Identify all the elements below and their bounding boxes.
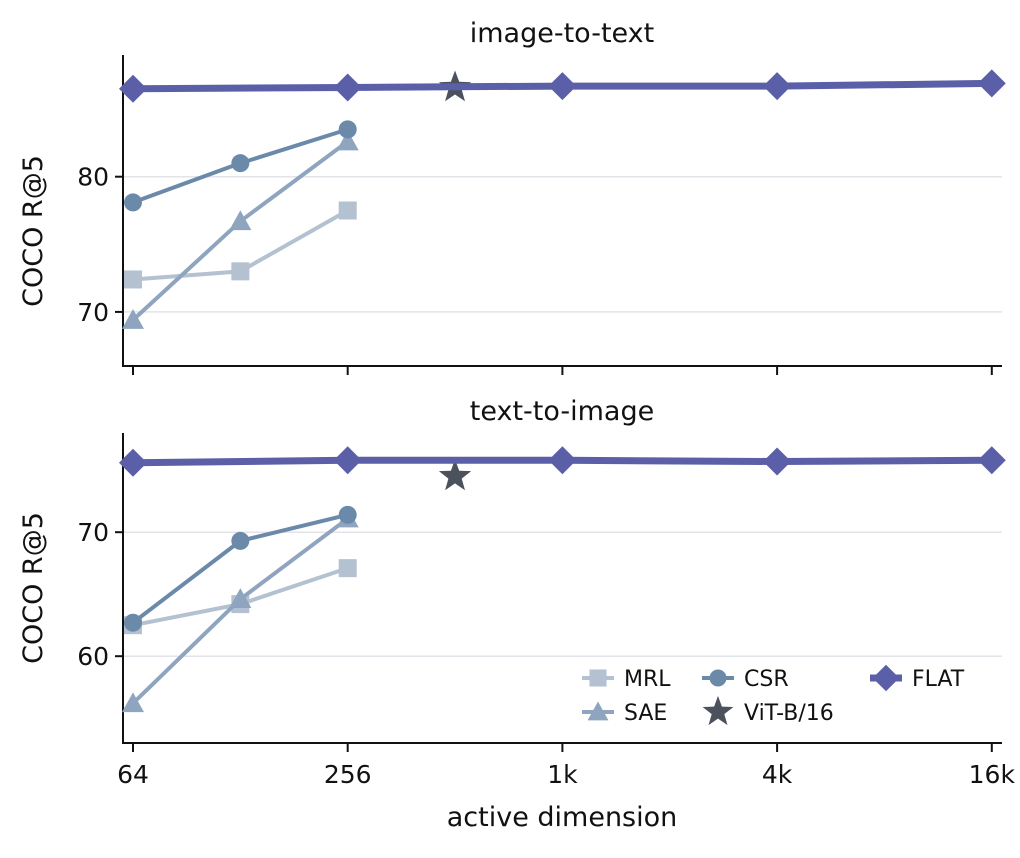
data-point <box>438 459 472 491</box>
gridlines <box>123 531 1002 657</box>
y-tick-label: 60 <box>77 642 109 671</box>
data-point <box>763 447 792 476</box>
data-point <box>123 613 142 632</box>
data-point <box>336 130 359 151</box>
y-ticks: 70 80 <box>77 163 123 327</box>
data-point <box>123 270 142 289</box>
legend-label: MRL <box>624 667 671 692</box>
data-point <box>977 446 1006 475</box>
x-tick-label: 64 <box>117 760 149 789</box>
data-point <box>118 448 147 477</box>
data-point <box>338 201 357 220</box>
legend-item-mrl: MRL <box>582 667 671 692</box>
legend-label: SAE <box>624 701 667 726</box>
x-ticks: 64 256 1k 4k 16k <box>117 743 1015 789</box>
data-point <box>333 446 362 475</box>
x-tick-label: 1k <box>547 760 578 789</box>
legend-marker <box>587 701 609 721</box>
legend-item-vit-b-16: ViT-B/16 <box>702 695 834 726</box>
data-point <box>338 505 357 524</box>
x-axis-label: active dimension <box>447 802 678 833</box>
x-tick-label: 16k <box>969 760 1016 789</box>
legend-label: FLAT <box>912 667 965 692</box>
x-ticks <box>131 366 993 375</box>
panel-title: image-to-text <box>470 18 654 49</box>
panel-title: text-to-image <box>470 396 654 427</box>
y-ticks: 60 70 <box>77 518 123 671</box>
gridlines <box>123 175 1002 313</box>
legend: MRL CSR FLAT SAE ViT-B/16 <box>582 664 965 726</box>
legend-item-sae: SAE <box>582 701 667 726</box>
series-mrl <box>123 201 357 289</box>
legend-marker <box>702 695 734 726</box>
data-point <box>123 193 142 212</box>
data-point <box>121 309 144 329</box>
data-point <box>763 72 792 101</box>
data-point <box>338 120 357 139</box>
series-layer <box>118 446 1006 713</box>
data-point <box>333 73 362 102</box>
data-point <box>229 588 252 608</box>
data-point <box>977 69 1006 98</box>
y-tick-label: 80 <box>77 163 109 192</box>
data-point <box>121 692 144 713</box>
series-flat <box>118 446 1006 477</box>
panel-image-to-text: image-to-text 70 80 COCO R@5 <box>18 18 1006 375</box>
series-vit-b-16 <box>438 459 472 491</box>
series-csr <box>123 505 357 632</box>
series-layer <box>118 69 1006 329</box>
legend-marker <box>872 664 900 692</box>
legend-item-csr: CSR <box>702 667 789 692</box>
legend-marker <box>589 669 607 687</box>
panel-text-to-image: text-to-image 60 70 64 256 1k 4k 16k COCO R@5… <box>18 396 1015 833</box>
y-axis-label: COCO R@5 <box>18 155 49 307</box>
series-flat <box>118 69 1006 103</box>
axes-spine <box>122 433 1002 744</box>
legend-item-flat: FLAT <box>870 664 965 692</box>
y-axis-label: COCO R@5 <box>18 512 49 664</box>
series-csr <box>123 120 357 212</box>
data-point <box>231 531 250 550</box>
legend-marker <box>709 669 727 687</box>
axes-spine <box>122 55 1002 367</box>
data-point <box>231 262 250 281</box>
legend-label: ViT-B/16 <box>744 701 834 726</box>
x-tick-label: 4k <box>762 760 793 789</box>
y-tick-label: 70 <box>77 518 109 547</box>
x-tick-label: 256 <box>324 760 372 789</box>
data-point <box>231 154 250 173</box>
data-point <box>548 72 577 101</box>
y-tick-label: 70 <box>77 298 109 327</box>
series-sae <box>121 130 359 329</box>
data-point <box>338 559 357 578</box>
data-point <box>118 74 147 103</box>
data-point <box>229 210 252 231</box>
data-point <box>548 446 577 475</box>
legend-label: CSR <box>744 667 789 692</box>
